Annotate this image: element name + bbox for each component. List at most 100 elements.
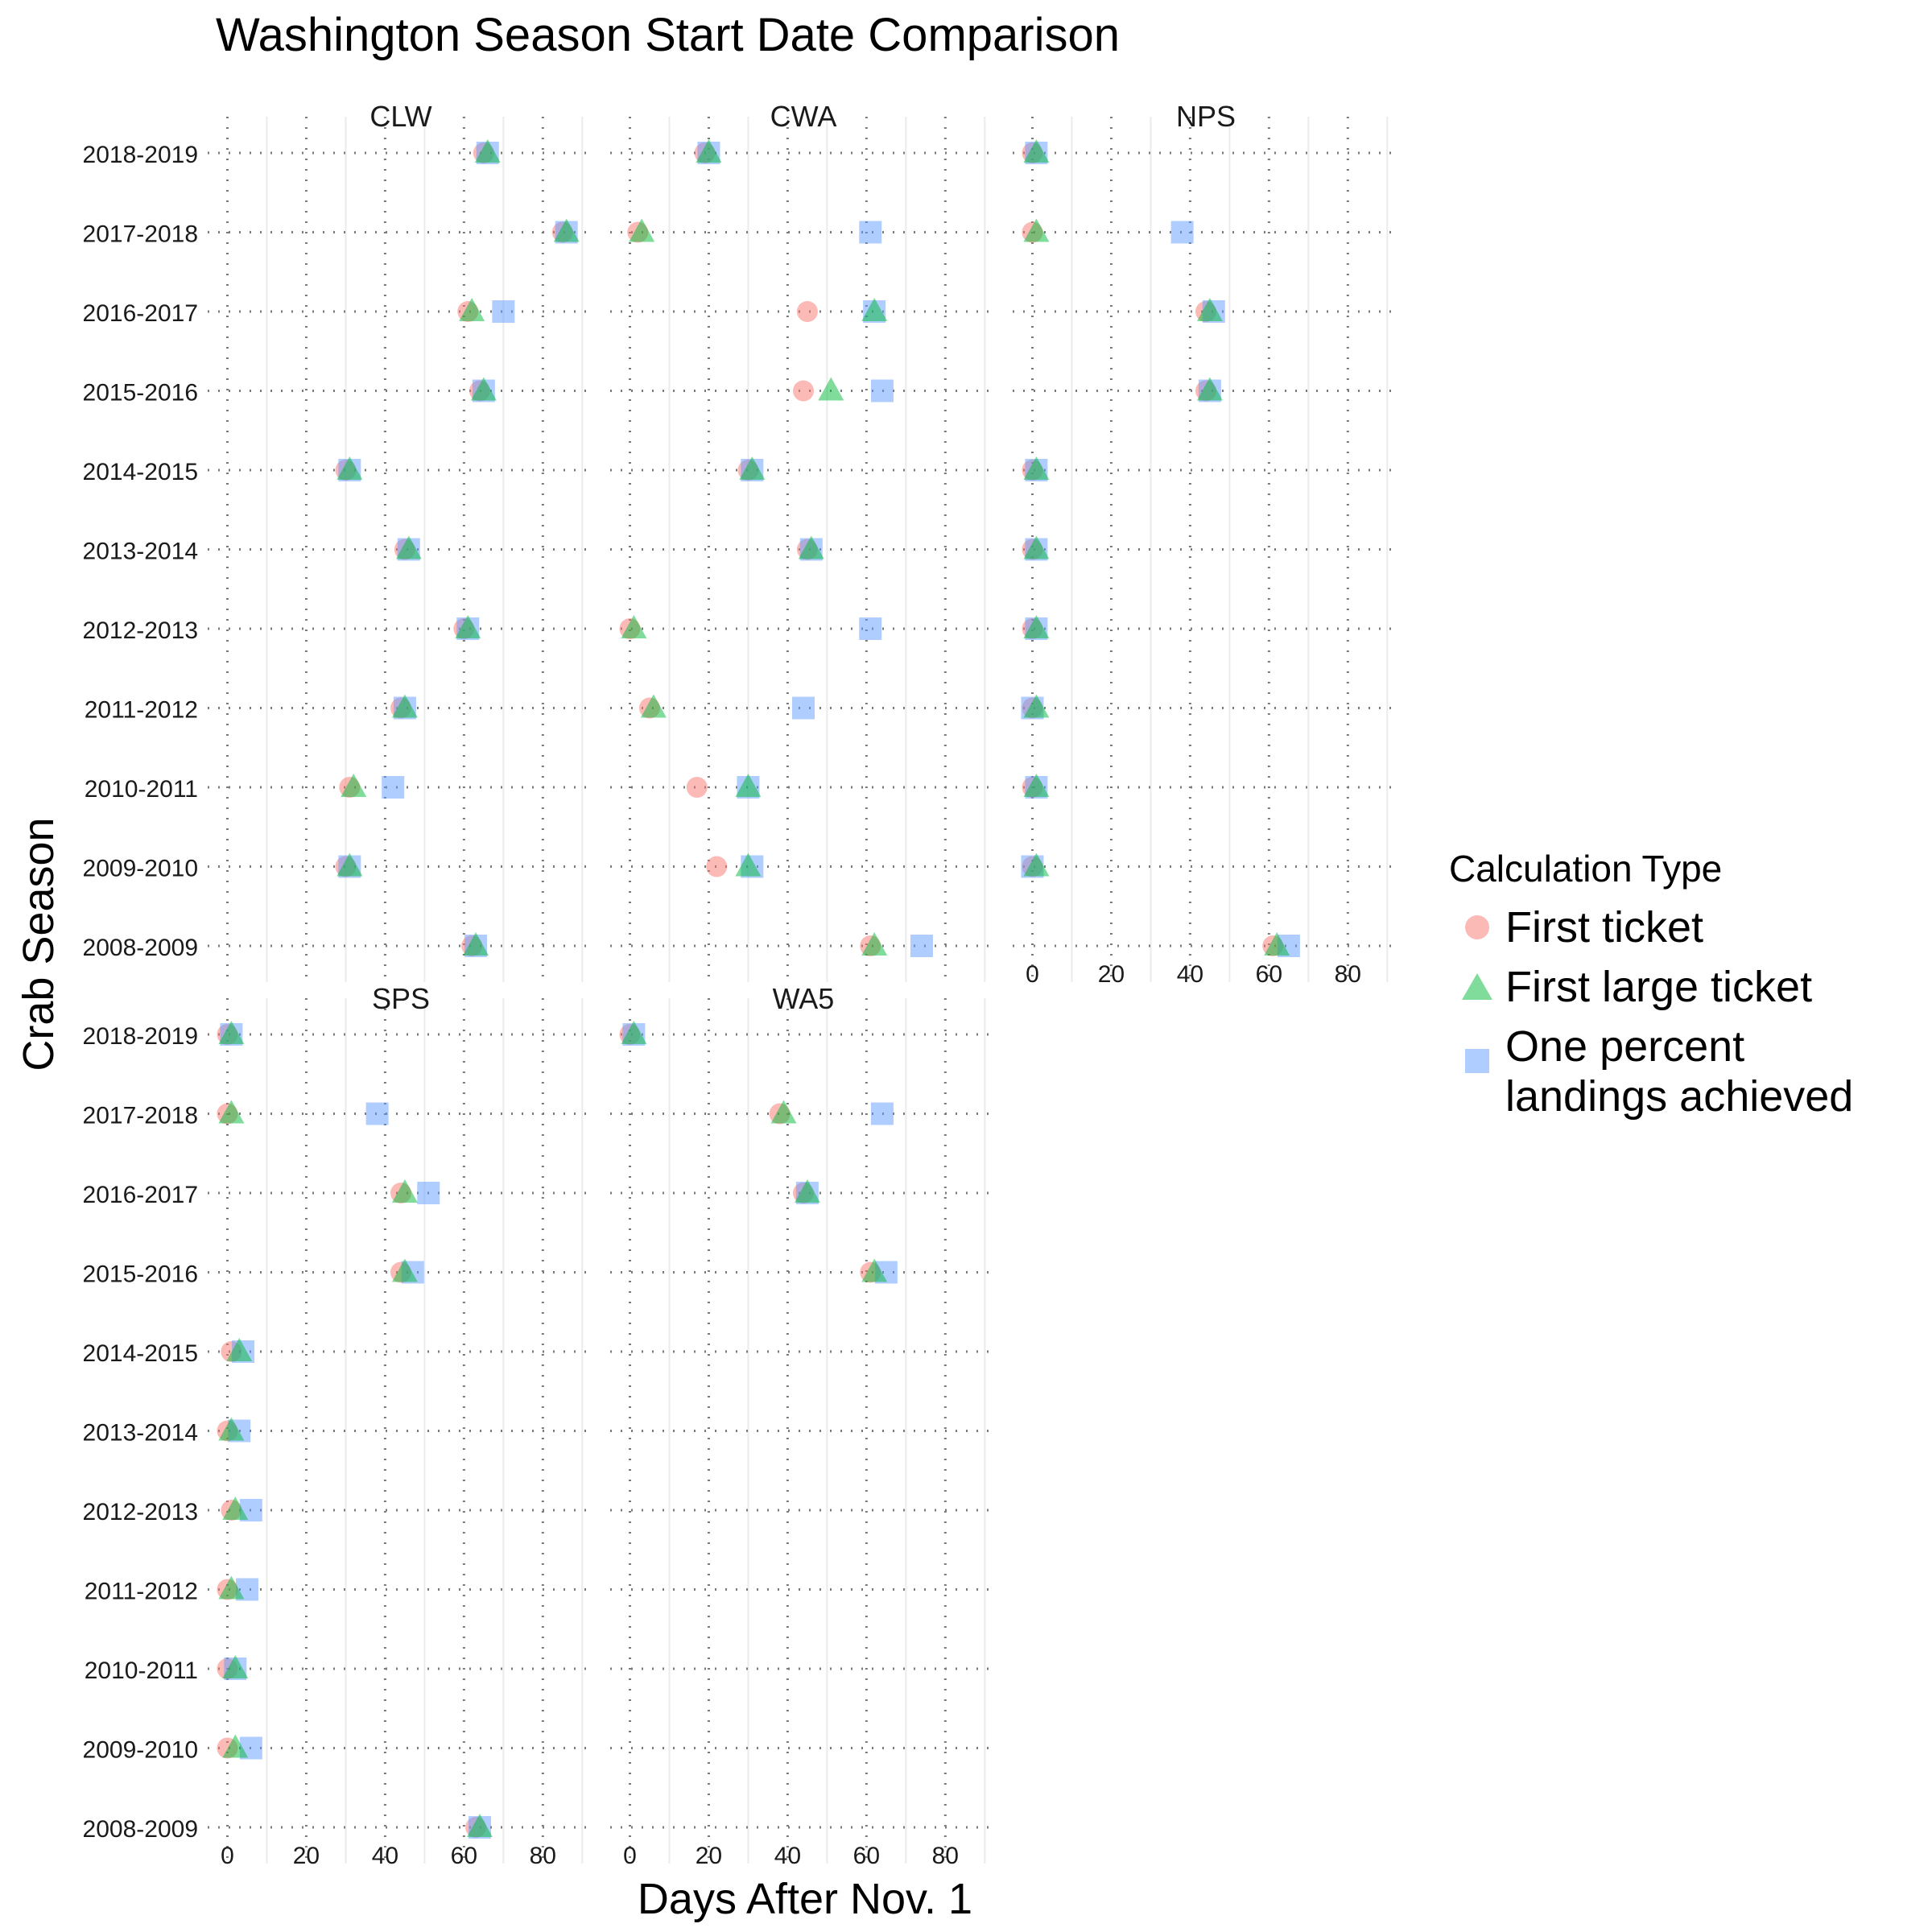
point-first-large-ticket xyxy=(222,1734,249,1758)
point-first-large-ticket xyxy=(1023,535,1050,559)
facet-strip-label: SPS xyxy=(372,982,430,1015)
y-tick-label: 2014-2015 xyxy=(83,1340,198,1367)
legend-label-line: One percent xyxy=(1505,1022,1745,1071)
point-first-large-ticket xyxy=(222,1496,249,1520)
x-tick-label: 60 xyxy=(853,1843,880,1869)
point-first-large-ticket xyxy=(861,932,888,956)
point-first-large-ticket xyxy=(466,1814,493,1837)
panel-sps: SPS 2018-2019 2017-2018 2016-2017 2015-2016 2… xyxy=(83,982,594,1869)
legend-item-first-ticket: First ticket xyxy=(1449,898,1908,956)
point-first-large-ticket xyxy=(794,1179,820,1203)
point-first-large-ticket xyxy=(735,774,762,797)
point-first-large-ticket xyxy=(739,456,766,480)
x-tick-label: 40 xyxy=(774,1843,801,1869)
facet-strip-label: CLW xyxy=(369,100,431,133)
point-first-large-ticket xyxy=(218,1021,245,1044)
point-first-large-ticket xyxy=(696,139,722,163)
y-tick-label: 2016-2017 xyxy=(83,300,198,327)
legend-title: Calculation Type xyxy=(1449,848,1723,890)
panel-cwa: CWA xyxy=(610,100,997,982)
x-tick-label: 60 xyxy=(1256,961,1282,988)
facet-strip-label: WA5 xyxy=(773,982,835,1015)
y-tick-label: 2012-2013 xyxy=(83,1499,198,1525)
point-one-percent xyxy=(417,1182,440,1204)
point-first-large-ticket xyxy=(818,377,844,401)
point-one-percent xyxy=(792,696,815,720)
y-tick-label: 2011-2012 xyxy=(85,697,198,724)
y-tick-label: 2015-2016 xyxy=(83,380,198,407)
point-first-ticket xyxy=(686,777,708,798)
y-tick-label: 2013-2014 xyxy=(83,1420,198,1447)
y-tick-label: 2014-2015 xyxy=(83,459,198,485)
point-one-percent xyxy=(910,935,933,957)
square-marker-icon xyxy=(1449,1018,1505,1103)
point-first-large-ticket xyxy=(218,1100,245,1124)
point-first-large-ticket xyxy=(640,694,667,718)
x-tick-label: 0 xyxy=(1026,961,1039,988)
circle-marker-icon xyxy=(1449,898,1505,956)
point-first-ticket xyxy=(706,856,728,877)
x-tick-label: 40 xyxy=(1177,961,1203,988)
point-first-large-ticket xyxy=(455,615,481,638)
point-first-large-ticket xyxy=(474,139,501,163)
y-tick-label: 2018-2019 xyxy=(83,142,198,168)
panel-nps: NPS 0 20 40 60 80 xyxy=(1013,100,1399,988)
x-tick-label: 0 xyxy=(623,1843,637,1869)
point-first-large-ticket xyxy=(861,298,888,321)
point-first-large-ticket xyxy=(336,456,363,480)
y-tick-label: 2010-2011 xyxy=(85,1657,198,1684)
x-tick-label: 60 xyxy=(451,1843,477,1869)
point-first-large-ticket xyxy=(553,218,580,242)
point-first-large-ticket xyxy=(798,535,824,559)
point-first-large-ticket xyxy=(463,932,489,956)
point-first-large-ticket xyxy=(629,218,655,242)
legend-key-triangle xyxy=(1462,973,1492,1000)
legend-item-first-large-ticket: First large ticket xyxy=(1449,958,1908,1016)
point-one-percent xyxy=(870,1102,894,1125)
y-tick-label: 2012-2013 xyxy=(83,617,198,644)
y-tick-label: 2008-2009 xyxy=(83,1816,198,1843)
point-first-large-ticket xyxy=(391,694,418,718)
point-first-large-ticket xyxy=(459,298,485,321)
point-first-large-ticket xyxy=(1023,139,1050,163)
y-tick-label: 2018-2019 xyxy=(83,1023,198,1050)
point-first-large-ticket xyxy=(770,1100,797,1124)
x-axis-label: Days After Nov. 1 xyxy=(637,1875,973,1923)
y-tick-label: 2013-2014 xyxy=(83,539,198,565)
point-first-large-ticket xyxy=(735,852,762,877)
facet-strip-label: NPS xyxy=(1176,100,1236,133)
point-first-large-ticket xyxy=(470,377,497,401)
chart-title: Washington Season Start Date Comparison xyxy=(216,9,1120,61)
point-one-percent xyxy=(382,776,405,799)
x-tick-label: 40 xyxy=(372,1843,398,1869)
x-tick-label: 0 xyxy=(221,1843,234,1869)
point-first-large-ticket xyxy=(1023,774,1050,797)
point-first-large-ticket xyxy=(391,1258,418,1282)
point-first-large-ticket xyxy=(1023,218,1050,242)
legend-key-square xyxy=(1465,1049,1489,1073)
y-tick-label: 2010-2011 xyxy=(85,776,198,803)
legend-label-multiline: One percent landings achieved xyxy=(1505,1018,1908,1121)
facet-strip-label: CWA xyxy=(770,100,837,133)
x-tick-label: 80 xyxy=(932,1843,959,1869)
point-first-large-ticket xyxy=(226,1338,253,1361)
point-first-large-ticket xyxy=(1196,298,1223,321)
point-one-percent xyxy=(492,300,515,323)
y-tick-label: 2017-2018 xyxy=(83,1103,198,1129)
point-first-large-ticket xyxy=(1023,694,1050,718)
point-first-large-ticket xyxy=(861,1258,888,1282)
point-first-ticket xyxy=(793,380,814,402)
point-first-ticket xyxy=(796,301,818,322)
point-first-large-ticket xyxy=(391,1179,418,1203)
x-tick-label: 20 xyxy=(1098,961,1125,988)
legend-key-circle xyxy=(1465,915,1489,939)
point-one-percent xyxy=(1170,221,1194,244)
panel-wa5: WA5 0 20 40 60 80 xyxy=(610,982,997,1869)
y-tick-label: 2011-2012 xyxy=(85,1579,198,1605)
point-first-large-ticket xyxy=(222,1655,249,1678)
x-tick-label: 20 xyxy=(696,1843,722,1869)
point-first-large-ticket xyxy=(1196,377,1223,401)
x-tick-label: 80 xyxy=(1335,961,1361,988)
